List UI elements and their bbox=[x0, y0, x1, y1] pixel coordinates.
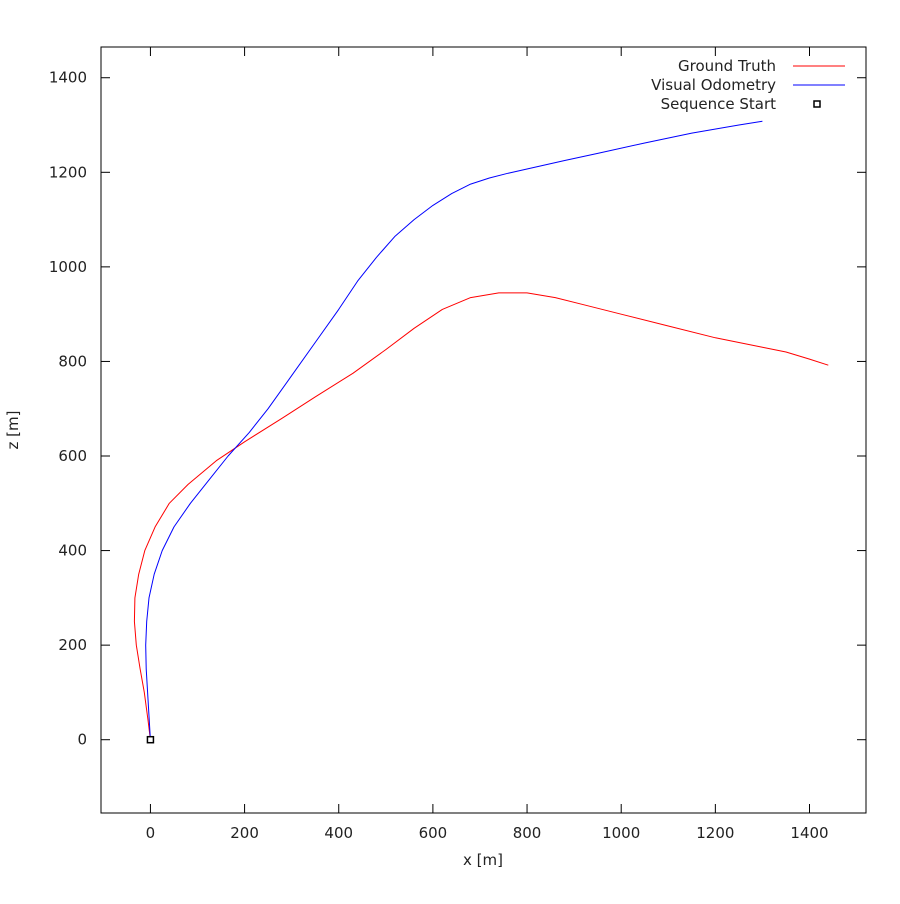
y-tick-label: 400 bbox=[58, 542, 87, 560]
series-line-visual-odometry bbox=[145, 120, 763, 740]
y-tick-label: 600 bbox=[58, 447, 87, 465]
x-tick-label: 600 bbox=[419, 824, 448, 842]
x-tick-label: 1200 bbox=[696, 824, 734, 842]
x-tick-label: 200 bbox=[230, 824, 259, 842]
x-tick-label: 1000 bbox=[602, 824, 640, 842]
series-line-ground-truth bbox=[133, 292, 829, 740]
ticks-layer: 0 200 400 600 800 1000 1200 1400 0 200 400 600 800 10… bbox=[49, 47, 866, 842]
legend-label: Visual Odometry bbox=[651, 76, 776, 94]
y-tick-label: 1200 bbox=[49, 163, 87, 181]
x-tick-label: 1400 bbox=[790, 824, 828, 842]
y-tick-label: 200 bbox=[58, 636, 87, 654]
x-tick-label: 0 bbox=[146, 824, 156, 842]
y-tick-label: 1000 bbox=[49, 258, 87, 276]
x-tick-label: 800 bbox=[513, 824, 542, 842]
y-tick-label: 1400 bbox=[49, 69, 87, 87]
sequence-start-marker bbox=[146, 735, 155, 744]
x-axis-label: x [m] bbox=[463, 851, 503, 869]
y-tick-label: 0 bbox=[77, 731, 87, 749]
y-tick-label: 800 bbox=[58, 352, 87, 370]
y-axis-label: z [m] bbox=[4, 411, 22, 450]
legend-label: Sequence Start bbox=[661, 95, 777, 113]
plot-frame bbox=[100, 46, 867, 814]
x-tick-label: 400 bbox=[324, 824, 353, 842]
plot-layer bbox=[133, 120, 829, 744]
legend-swatch-marker bbox=[813, 100, 821, 108]
legend-label: Ground Truth bbox=[678, 57, 776, 75]
